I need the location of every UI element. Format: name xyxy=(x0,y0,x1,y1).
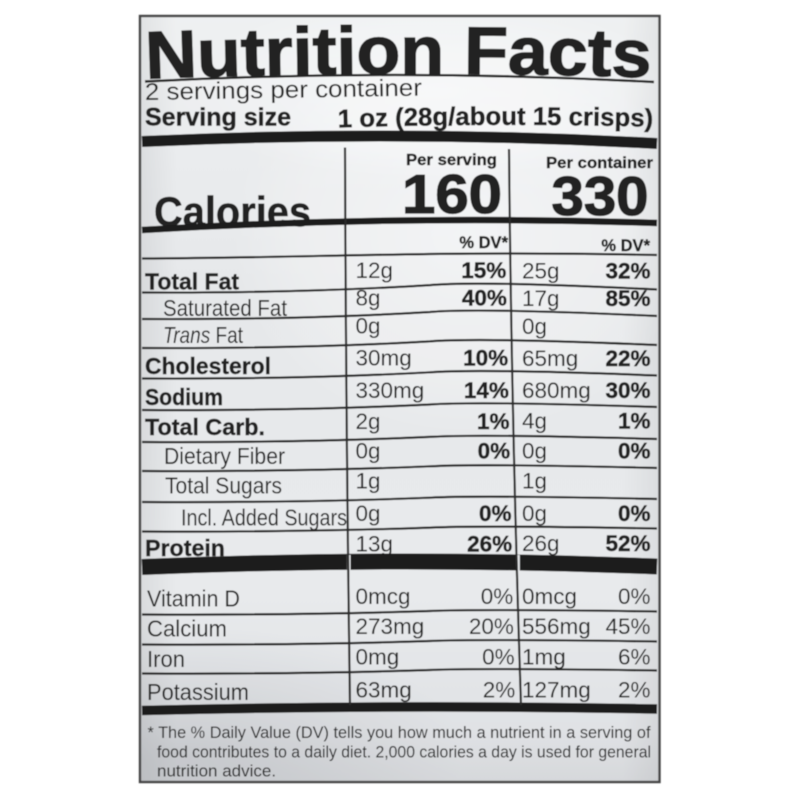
svg-text:63mg: 63mg xyxy=(356,678,412,703)
svg-text:1%: 1% xyxy=(618,409,651,434)
svg-text:4g: 4g xyxy=(522,409,547,434)
svg-text:1 oz (28g/about 15 crisps): 1 oz (28g/about 15 crisps) xyxy=(337,103,653,134)
svg-text:Per container: Per container xyxy=(546,155,653,172)
svg-text:Cholesterol: Cholesterol xyxy=(145,353,271,379)
svg-text:1g: 1g xyxy=(356,469,381,494)
svg-text:Trans Fat: Trans Fat xyxy=(163,322,244,348)
svg-text:Total Sugars: Total Sugars xyxy=(165,473,282,499)
svg-text:Per serving: Per serving xyxy=(406,152,497,169)
svg-text:Incl. Added Sugars: Incl. Added Sugars xyxy=(181,505,347,531)
svg-text:1mg: 1mg xyxy=(522,645,566,670)
svg-text:0mg: 0mg xyxy=(356,645,400,670)
svg-text:20%: 20% xyxy=(469,614,514,639)
svg-text:Protein: Protein xyxy=(145,535,225,561)
svg-text:273mg: 273mg xyxy=(356,614,425,639)
svg-text:2%: 2% xyxy=(618,678,651,703)
svg-text:30%: 30% xyxy=(605,378,650,403)
svg-text:2g: 2g xyxy=(356,409,381,434)
svg-text:0g: 0g xyxy=(356,314,381,339)
svg-text:Sodium: Sodium xyxy=(145,384,223,410)
svg-text:556mg: 556mg xyxy=(522,614,591,639)
svg-text:1g: 1g xyxy=(522,469,547,494)
svg-text:0mcg: 0mcg xyxy=(356,584,411,609)
svg-text:17g: 17g xyxy=(522,286,560,311)
svg-text:45%: 45% xyxy=(605,614,650,639)
svg-text:6%: 6% xyxy=(618,645,651,670)
svg-text:0g: 0g xyxy=(356,501,381,526)
svg-text:0g: 0g xyxy=(522,501,547,526)
svg-text:1%: 1% xyxy=(477,409,510,434)
svg-text:30mg: 30mg xyxy=(356,346,412,371)
svg-text:25g: 25g xyxy=(522,259,560,284)
svg-text:0%: 0% xyxy=(618,439,651,464)
svg-text:680mg: 680mg xyxy=(522,378,591,403)
svg-text:14%: 14% xyxy=(464,378,509,403)
svg-text:0g: 0g xyxy=(522,439,547,464)
svg-text:Calcium: Calcium xyxy=(147,616,227,642)
svg-text:12g: 12g xyxy=(356,258,394,283)
svg-text:0g: 0g xyxy=(522,314,547,339)
svg-text:26%: 26% xyxy=(467,532,512,557)
svg-text:52%: 52% xyxy=(605,531,650,556)
svg-text:65mg: 65mg xyxy=(522,346,578,371)
svg-text:Saturated Fat: Saturated Fat xyxy=(163,295,288,321)
svg-text:330mg: 330mg xyxy=(356,378,425,403)
svg-text:40%: 40% xyxy=(462,286,507,311)
svg-text:0%: 0% xyxy=(479,501,512,526)
svg-text:* The % Daily Value (DV) tells: * The % Daily Value (DV) tells you how m… xyxy=(148,723,651,742)
svg-text:0mcg: 0mcg xyxy=(522,584,577,609)
svg-text:85%: 85% xyxy=(605,286,650,311)
svg-text:0%: 0% xyxy=(618,501,651,526)
svg-text:Potassium: Potassium xyxy=(147,679,249,705)
svg-text:Serving size: Serving size xyxy=(145,104,291,132)
svg-text:% DV*: % DV* xyxy=(601,237,650,255)
svg-text:Total Carb.: Total Carb. xyxy=(145,414,265,440)
svg-text:0%: 0% xyxy=(482,645,515,670)
svg-text:Total Fat: Total Fat xyxy=(145,269,239,295)
svg-text:nutrition advice.: nutrition advice. xyxy=(157,762,276,781)
svg-text:% DV*: % DV* xyxy=(459,234,508,252)
svg-text:22%: 22% xyxy=(605,346,650,371)
svg-text:13g: 13g xyxy=(356,532,394,557)
svg-text:Iron: Iron xyxy=(147,646,185,672)
svg-text:0%: 0% xyxy=(618,584,651,609)
svg-text:160: 160 xyxy=(402,163,502,225)
svg-text:330: 330 xyxy=(552,165,649,227)
svg-text:26g: 26g xyxy=(522,531,560,556)
svg-text:Dietary Fiber: Dietary Fiber xyxy=(164,443,285,469)
svg-text:Nutrition Facts: Nutrition Facts xyxy=(144,13,653,93)
svg-text:0g: 0g xyxy=(356,439,381,464)
svg-text:32%: 32% xyxy=(605,259,650,284)
svg-text:15%: 15% xyxy=(461,258,506,283)
svg-text:127mg: 127mg xyxy=(522,678,591,703)
svg-text:0%: 0% xyxy=(481,584,514,609)
svg-text:Vitamin D: Vitamin D xyxy=(147,586,240,612)
svg-text:0%: 0% xyxy=(478,439,511,464)
svg-text:2%: 2% xyxy=(483,678,516,703)
svg-text:2 servings per container: 2 servings per container xyxy=(145,75,422,106)
svg-text:food contributes to a daily di: food contributes to a daily diet. 2,000 … xyxy=(157,743,651,762)
svg-text:10%: 10% xyxy=(463,346,508,371)
